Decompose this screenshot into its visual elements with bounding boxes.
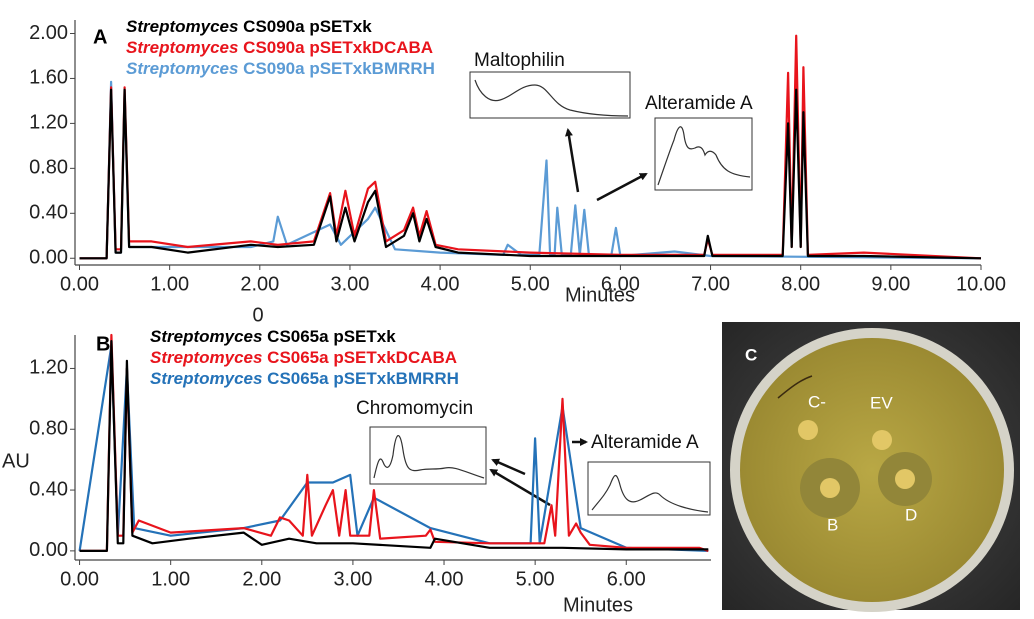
y-tick-label: 1.60	[29, 67, 68, 89]
disk	[895, 469, 915, 489]
x-tick-label: 2.00	[242, 568, 281, 590]
panel-label: C	[745, 345, 757, 364]
annotation: Maltophilin	[474, 50, 565, 71]
annotation: Alteramide A	[645, 93, 753, 114]
y-tick-label: 0.80	[29, 418, 68, 440]
legend-genus: Streptomyces	[126, 17, 238, 36]
legend-strain: CS090a pSETxkDCABA	[238, 38, 433, 57]
x-axis-label: Minutes	[563, 594, 633, 616]
legend-entry: Streptomyces CS090a pSETxk	[126, 17, 372, 36]
x-tick-label: 0.00	[60, 273, 99, 295]
x-tick-label: 6.00	[607, 568, 646, 590]
y-tick-label: 0.40	[29, 478, 68, 500]
disk	[872, 430, 892, 450]
inset-box	[588, 462, 710, 515]
y-tick-label: 0.40	[29, 202, 68, 224]
petri-photo: C C- EV B D	[722, 322, 1020, 612]
x-tick-label: 8.00	[781, 273, 820, 295]
disk	[820, 478, 840, 498]
panel-label: B	[96, 333, 110, 355]
x-tick-label: 3.00	[330, 273, 369, 295]
y-tick-label: 0.80	[29, 157, 68, 179]
x-tick-label: 7.00	[691, 273, 730, 295]
spot-label: EV	[870, 393, 893, 412]
inset-box	[370, 427, 486, 484]
x-axis-label: Minutes	[565, 284, 635, 306]
arrow	[568, 130, 578, 192]
legend-strain: CS090a pSETxk	[238, 17, 372, 36]
annotation: Alteramide A	[591, 432, 699, 453]
x-tick-label: 1.00	[150, 273, 189, 295]
legend-entry: Streptomyces CS090a pSETxkDCABA	[126, 38, 433, 57]
y-tick-label: 0.00	[29, 539, 68, 561]
y-tick-label: 0.00	[29, 247, 68, 269]
x-tick-label: 4.00	[421, 273, 460, 295]
x-tick-label: 10.00	[956, 273, 1006, 295]
inset-box	[655, 118, 752, 190]
annotation: Chromomycin	[356, 398, 473, 419]
arrow	[597, 174, 646, 200]
legend-genus: Streptomyces	[126, 38, 238, 57]
y-tick-label: 1.20	[29, 357, 68, 379]
agar	[740, 338, 1004, 602]
y-tick-label: 1.20	[29, 112, 68, 134]
legend-entry: Streptomyces CS090a pSETxkBMRRH	[126, 59, 435, 78]
annotation: 0	[252, 304, 263, 326]
x-tick-label: 3.00	[333, 568, 372, 590]
spot-label: C-	[808, 392, 826, 411]
spot-label: D	[905, 505, 917, 524]
spot-label: B	[827, 515, 838, 534]
legend-strain: CS065a pSETxkDCABA	[262, 348, 457, 367]
legend-strain: CS090a pSETxkBMRRH	[238, 59, 435, 78]
legend-strain: CS065a pSETxkBMRRH	[262, 369, 459, 388]
x-tick-label: 5.00	[516, 568, 555, 590]
x-tick-label: 5.00	[511, 273, 550, 295]
disk	[798, 420, 818, 440]
x-tick-label: 0.00	[60, 568, 99, 590]
panel-label: A	[93, 26, 107, 48]
legend-genus: Streptomyces	[150, 348, 262, 367]
x-tick-label: 1.00	[151, 568, 190, 590]
legend-genus: Streptomyces	[126, 59, 238, 78]
x-tick-label: 9.00	[871, 273, 910, 295]
legend-genus: Streptomyces	[150, 369, 262, 388]
y-axis-label: AU	[2, 450, 30, 472]
legend-entry: Streptomyces CS065a pSETxkDCABA	[150, 348, 457, 367]
legend-entry: Streptomyces CS065a pSETxkBMRRH	[150, 369, 459, 388]
x-tick-label: 4.00	[425, 568, 464, 590]
arrow	[493, 460, 525, 474]
legend-entry: Streptomyces CS065a pSETxk	[150, 327, 396, 346]
x-tick-label: 2.00	[240, 273, 279, 295]
legend-genus: Streptomyces	[150, 327, 262, 346]
legend-strain: CS065a pSETxk	[262, 327, 396, 346]
y-tick-label: 2.00	[29, 22, 68, 44]
arrow	[491, 470, 550, 505]
figure: A Maltophilin Alteramide A 0 B Chromomyc…	[0, 0, 1034, 619]
